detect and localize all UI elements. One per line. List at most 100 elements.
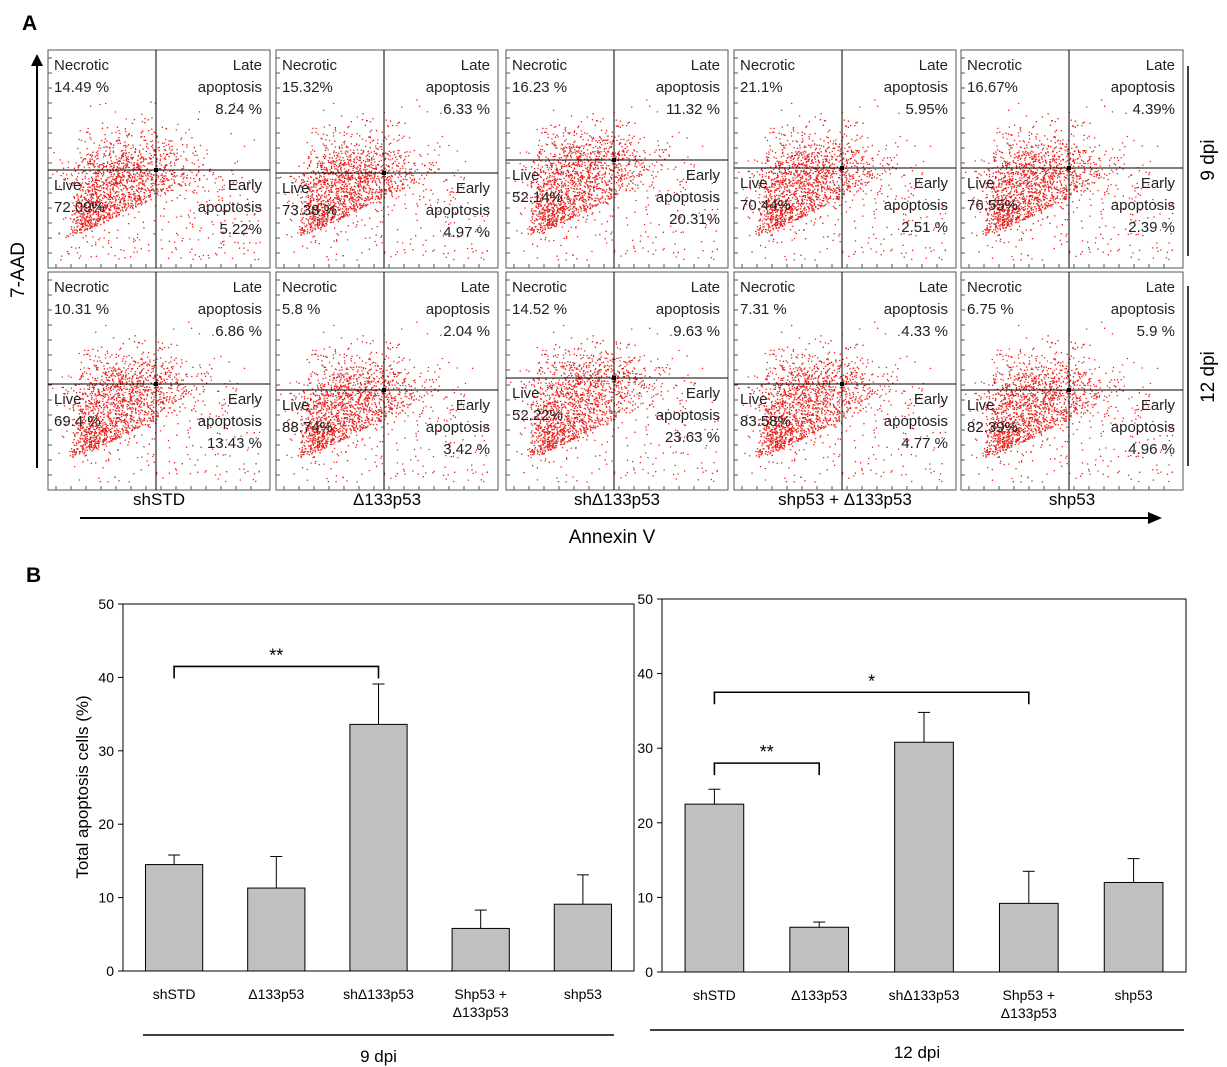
x-arrow-head — [1148, 512, 1162, 524]
gate-center — [382, 388, 386, 392]
gate-center — [612, 158, 616, 162]
y-tick-label: 30 — [98, 743, 114, 759]
bar — [144, 864, 204, 972]
early-label: apoptosis — [198, 199, 262, 216]
late-label: Late — [919, 279, 948, 296]
dot-plot: Necrotic 21.1% Late apoptosis 5.95% Live 70.44… — [733, 49, 957, 269]
bar — [684, 803, 745, 973]
early-label: Early — [1141, 397, 1176, 414]
y-tick-label: 50 — [637, 591, 653, 607]
late-label: apoptosis — [884, 79, 948, 96]
early-label: apoptosis — [656, 189, 720, 206]
early-value: 13.43 % — [207, 435, 262, 452]
late-label: apoptosis — [1111, 79, 1175, 96]
late-label: Late — [233, 57, 262, 74]
late-label: apoptosis — [426, 79, 490, 96]
y-tick-label: 30 — [637, 740, 653, 756]
early-label: Early — [686, 167, 721, 184]
y-tick-label: 20 — [637, 815, 653, 831]
x-axis-label: Annexin V — [569, 527, 656, 548]
late-label: Late — [919, 57, 948, 74]
necrotic-label: Necrotic — [282, 279, 338, 296]
plot-frame — [733, 49, 957, 269]
y-tick-label: 10 — [98, 890, 114, 906]
live-value: 52.22% — [512, 407, 563, 424]
flow-cytometry-panel: Necrotic 14.49 % Late apoptosis 8.24 % Live 72… — [8, 49, 1219, 548]
necrotic-value: 10.31 % — [54, 301, 109, 318]
significance-mark: ** — [760, 742, 774, 762]
live-label: Live — [512, 167, 540, 184]
late-label: apoptosis — [426, 301, 490, 318]
scatter-dots — [510, 324, 719, 483]
condition-label: shp53 — [1049, 490, 1095, 509]
early-label: Early — [228, 177, 263, 194]
category-label: Shp53 + — [1003, 987, 1056, 1003]
live-value: 88.74% — [282, 419, 333, 436]
scatter-dots — [738, 99, 947, 261]
early-value: 4.96 % — [1128, 441, 1175, 458]
y-tick-label: 40 — [98, 669, 114, 685]
dot-plot: Necrotic 5.8 % Late apoptosis 2.04 % Live 88.7… — [275, 271, 499, 491]
live-value: 69.4 % — [54, 413, 101, 430]
early-label: apoptosis — [426, 202, 490, 219]
late-label: Late — [691, 57, 720, 74]
scatter-dots — [965, 99, 1174, 261]
live-value: 83.58% — [740, 413, 791, 430]
y-tick-label: 50 — [98, 596, 114, 612]
significance-bracket — [713, 691, 1030, 705]
necrotic-value: 7.31 % — [740, 301, 787, 318]
late-label: Late — [1146, 279, 1175, 296]
live-value: 70.44% — [740, 197, 791, 214]
late-value: 6.86 % — [215, 323, 262, 340]
early-label: Early — [1141, 175, 1176, 192]
category-label: Δ133p53 — [1001, 1005, 1057, 1021]
gate-center — [612, 376, 616, 380]
necrotic-label: Necrotic — [512, 57, 568, 74]
y-tick-label: 0 — [106, 963, 114, 979]
early-label: Early — [914, 175, 949, 192]
necrotic-label: Necrotic — [512, 279, 568, 296]
bar — [998, 902, 1059, 973]
category-label: shp53 — [1115, 987, 1153, 1003]
late-label: Late — [233, 279, 262, 296]
early-value: 2.51 % — [901, 219, 948, 236]
dot-plot: Necrotic 6.75 % Late apoptosis 5.9 % Live 82.3… — [960, 271, 1184, 491]
dot-plot: Necrotic 10.31 % Late apoptosis 6.86 % Live 69… — [47, 271, 271, 491]
early-label: apoptosis — [884, 197, 948, 214]
early-value: 3.42 % — [443, 441, 490, 458]
dot-plot: Necrotic 14.52 % Late apoptosis 9.63 % Live 52… — [505, 271, 729, 491]
condition-label: Δ133p53 — [353, 490, 421, 509]
necrotic-value: 21.1% — [740, 79, 783, 96]
late-label: Late — [461, 279, 490, 296]
significance-bracket — [173, 665, 380, 679]
late-value: 11.32 % — [666, 101, 720, 118]
early-label: Early — [228, 391, 263, 408]
significance-bracket — [713, 762, 820, 776]
category-label: shΔ133p53 — [889, 987, 960, 1003]
late-value: 4.39% — [1132, 101, 1175, 118]
condition-label: shΔ133p53 — [574, 490, 660, 509]
early-value: 20.31% — [669, 211, 720, 228]
early-value: 23.63 % — [665, 429, 720, 446]
condition-label: shp53 + Δ133p53 — [778, 490, 912, 509]
late-value: 5.95% — [905, 101, 948, 118]
late-value: 2.04 % — [443, 323, 490, 340]
category-label: shp53 — [564, 986, 602, 1002]
early-value: 5.22% — [219, 221, 262, 238]
y-axis-label: Total apoptosis cells (%) — [73, 695, 92, 878]
row-label: 12 dpi — [1198, 351, 1219, 403]
necrotic-value: 5.8 % — [282, 301, 320, 318]
early-label: apoptosis — [1111, 197, 1175, 214]
early-value: 2.39 % — [1128, 219, 1175, 236]
necrotic-label: Necrotic — [54, 57, 110, 74]
row-label: 9 dpi — [1198, 139, 1219, 180]
live-label: Live — [54, 391, 82, 408]
category-label: shSTD — [693, 987, 736, 1003]
y-arrow-head — [31, 54, 43, 66]
live-label: Live — [512, 385, 540, 402]
early-label: apoptosis — [884, 413, 948, 430]
category-label: Δ133p53 — [453, 1004, 509, 1020]
plot-frame — [275, 271, 499, 491]
late-value: 4.33 % — [901, 323, 948, 340]
